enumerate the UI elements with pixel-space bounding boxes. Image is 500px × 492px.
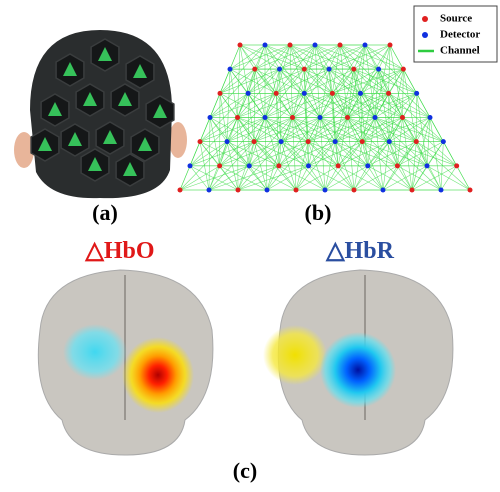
source: [401, 67, 406, 72]
detector: [277, 67, 282, 72]
source: [414, 139, 419, 144]
channel: [279, 142, 308, 166]
legend-source: Source: [440, 13, 472, 25]
legend-channel: Channel: [440, 45, 480, 57]
detector: [246, 91, 251, 96]
hbr-title: △HbR: [325, 238, 394, 264]
detector: [323, 188, 328, 193]
detector: [414, 91, 419, 96]
channel: [254, 142, 308, 166]
channel: [255, 69, 276, 93]
figure: (a) Source Detector Channel (b) △HbO △Hb…: [0, 0, 500, 492]
detector: [265, 188, 270, 193]
source: [274, 91, 279, 96]
detector: [263, 43, 268, 48]
source: [351, 67, 356, 72]
source: [252, 67, 257, 72]
detector: [358, 91, 363, 96]
ear: [169, 122, 187, 158]
detector: [327, 67, 332, 72]
source: [345, 115, 350, 120]
detector: [188, 163, 193, 168]
source: [336, 163, 341, 168]
detector: [365, 163, 370, 168]
activation: [263, 325, 327, 385]
source: [238, 43, 243, 48]
source: [288, 43, 293, 48]
source: [235, 115, 240, 120]
source: [198, 139, 203, 144]
detector: [263, 115, 268, 120]
source: [217, 163, 222, 168]
detector: [441, 139, 446, 144]
channel: [412, 166, 427, 190]
source: [236, 188, 241, 193]
source: [338, 43, 343, 48]
channel: [360, 69, 403, 93]
source: [330, 91, 335, 96]
channel: [441, 166, 457, 190]
source: [360, 139, 365, 144]
detector: [279, 139, 284, 144]
detector: [376, 67, 381, 72]
hbo-title: △HbO: [84, 238, 154, 264]
source: [400, 115, 405, 120]
source: [352, 188, 357, 193]
detector: [313, 43, 318, 48]
detector: [425, 163, 430, 168]
panel-label: (b): [305, 200, 332, 225]
source: [386, 91, 391, 96]
source: [395, 163, 400, 168]
source: [388, 43, 393, 48]
legend-detector-marker: [422, 32, 428, 38]
detector: [228, 67, 233, 72]
source: [294, 188, 299, 193]
brain-hbr: [263, 270, 453, 455]
channel: [249, 142, 281, 166]
panel-label: (c): [233, 458, 257, 483]
source: [252, 139, 257, 144]
detector: [387, 139, 392, 144]
channel: [403, 118, 413, 191]
detector: [247, 163, 252, 168]
detector: [373, 115, 378, 120]
channel: [180, 166, 190, 190]
panel-label: (a): [92, 200, 118, 225]
legend-source-marker: [422, 16, 428, 22]
channel: [254, 69, 255, 142]
source: [178, 188, 183, 193]
detector: [207, 188, 212, 193]
channel-network: [178, 43, 473, 193]
detector: [318, 115, 323, 120]
source: [276, 163, 281, 168]
source: [302, 67, 307, 72]
detector: [306, 163, 311, 168]
detector: [302, 91, 307, 96]
detector: [208, 115, 213, 120]
source: [290, 115, 295, 120]
brain-hbo: [38, 270, 213, 455]
activation: [320, 332, 396, 408]
activation: [122, 337, 194, 413]
head-photo: [14, 30, 187, 198]
channel: [276, 69, 329, 93]
source: [218, 91, 223, 96]
detector: [333, 139, 338, 144]
detector: [225, 139, 230, 144]
source: [306, 139, 311, 144]
activation: [63, 324, 127, 380]
detector: [363, 43, 368, 48]
detector: [439, 188, 444, 193]
detector: [381, 188, 386, 193]
detector: [428, 115, 433, 120]
source: [454, 163, 459, 168]
source: [468, 188, 473, 193]
legend-detector: Detector: [440, 29, 480, 41]
channel: [190, 142, 254, 166]
source: [410, 188, 415, 193]
